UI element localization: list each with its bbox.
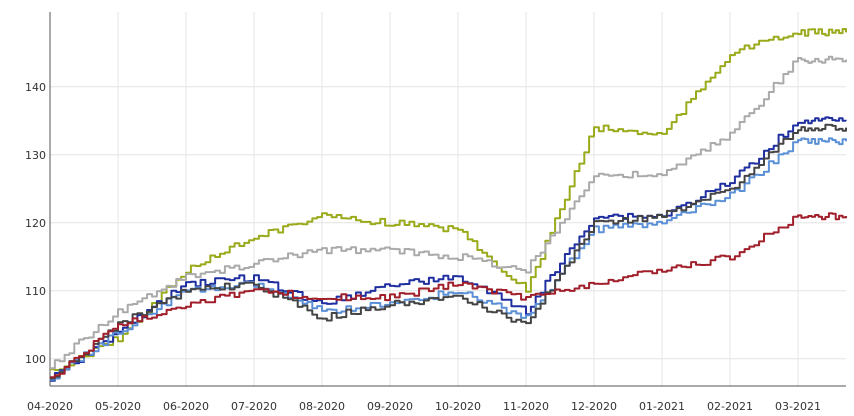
- series-line: [50, 28, 847, 371]
- x-tick-label: 11-2020: [503, 400, 549, 413]
- x-tick-label: 04-2020: [27, 400, 73, 413]
- x-tick-label: 07-2020: [231, 400, 277, 413]
- series-lines: [50, 28, 847, 382]
- tick-labels: 04-2020 05-2020 06-2020 07-2020 08-2020 09-20…: [25, 81, 821, 413]
- y-tick-label: 100: [25, 353, 46, 366]
- x-tick-label: 05-2020: [95, 400, 141, 413]
- axes: [49, 12, 846, 387]
- x-tick-label: 06-2020: [163, 400, 209, 413]
- x-tick-label: 09-2020: [367, 400, 413, 413]
- series-line: [50, 123, 847, 380]
- gridlines: [49, 12, 846, 386]
- x-tick-label: 08-2020: [299, 400, 345, 413]
- x-tick-label: 12-2020: [571, 400, 617, 413]
- y-tick-label: 140: [25, 81, 46, 94]
- x-tick-label: 03-2021: [775, 400, 821, 413]
- y-tick-label: 110: [25, 285, 46, 298]
- series-line: [50, 116, 847, 382]
- x-tick-label: 01-2021: [639, 400, 685, 413]
- y-tick-label: 130: [25, 149, 46, 162]
- y-tick-label: 120: [25, 217, 46, 230]
- series-line: [50, 55, 847, 370]
- x-tick-label: 10-2020: [435, 400, 481, 413]
- series-line: [50, 212, 847, 379]
- x-tick-label: 02-2021: [707, 400, 753, 413]
